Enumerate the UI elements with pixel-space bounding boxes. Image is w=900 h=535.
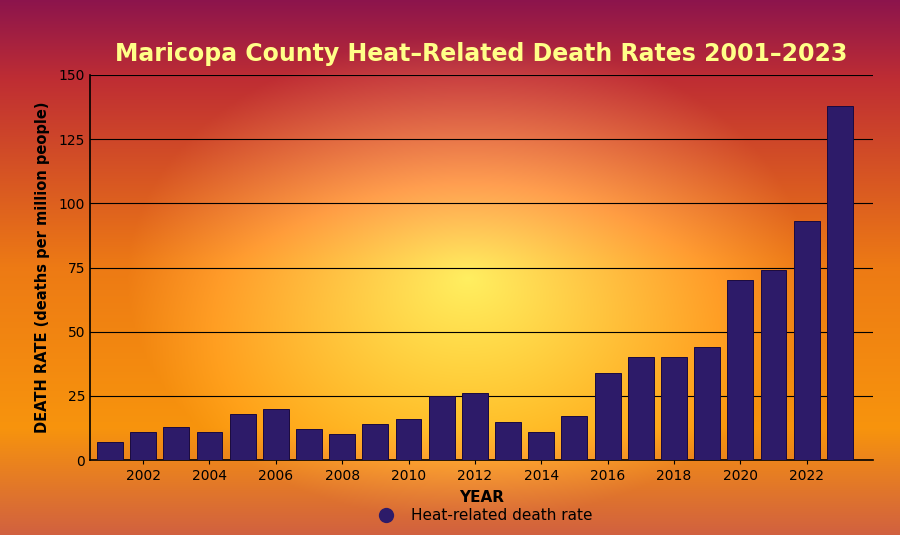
Bar	[794, 221, 820, 460]
Bar	[727, 280, 753, 460]
Bar	[760, 270, 787, 460]
Bar	[462, 393, 488, 460]
Title: Maricopa County Heat–Related Death Rates 2001–2023: Maricopa County Heat–Related Death Rates…	[115, 42, 848, 66]
Bar	[528, 432, 554, 460]
Bar	[130, 432, 156, 460]
Bar	[329, 434, 356, 460]
Bar	[694, 347, 720, 460]
Bar	[562, 416, 588, 460]
Bar	[230, 414, 256, 460]
Bar	[495, 422, 521, 460]
Bar	[396, 419, 421, 460]
Legend: Heat-related death rate: Heat-related death rate	[364, 502, 598, 530]
X-axis label: YEAR: YEAR	[459, 490, 504, 505]
Bar	[827, 106, 853, 460]
Bar	[296, 429, 322, 460]
Bar	[163, 427, 189, 460]
Bar	[196, 432, 222, 460]
Bar	[595, 373, 620, 460]
Y-axis label: DEATH RATE (deaths per million people): DEATH RATE (deaths per million people)	[35, 102, 50, 433]
Bar	[661, 357, 687, 460]
Bar	[428, 396, 454, 460]
Bar	[628, 357, 653, 460]
Bar	[97, 442, 122, 460]
Bar	[263, 409, 289, 460]
Bar	[363, 424, 388, 460]
